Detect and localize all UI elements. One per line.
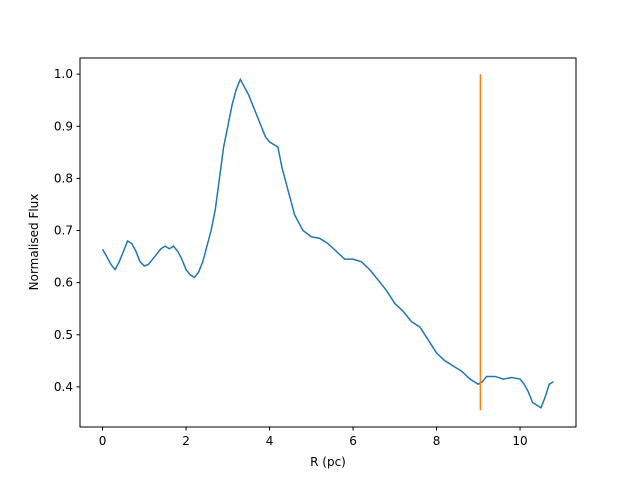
y-tick-label: 0.9 (54, 119, 73, 133)
y-tick-label: 0.4 (54, 380, 73, 394)
x-tick-label: 0 (99, 434, 107, 448)
y-tick-label: 0.6 (54, 276, 73, 290)
x-tick-label: 8 (433, 434, 441, 448)
y-tick-label: 0.7 (54, 224, 73, 238)
y-tick-label: 1.0 (54, 67, 73, 81)
y-axis-label: Normalised Flux (27, 194, 41, 291)
y-tick-label: 0.5 (54, 328, 73, 342)
y-tick-label: 0.8 (54, 171, 73, 185)
plot-frame (79, 57, 577, 428)
x-tick-label: 4 (266, 434, 274, 448)
x-tick-label: 2 (182, 434, 190, 448)
x-tick-label: 10 (512, 434, 527, 448)
x-tick-label: 6 (349, 434, 357, 448)
data-line (101, 77, 554, 409)
x-axis-label: R (pc) (310, 455, 346, 469)
